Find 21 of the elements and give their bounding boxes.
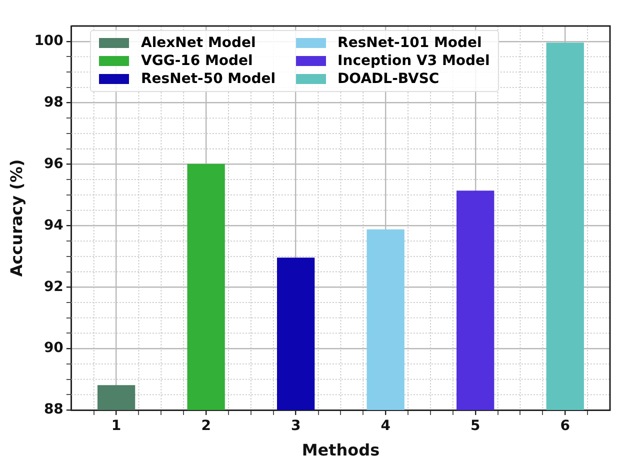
y-tick-label: 98 [44, 94, 64, 110]
x-tick-label: 3 [290, 418, 301, 434]
y-tick-label: 94 [44, 217, 64, 234]
legend-label: AlexNet Model [141, 35, 256, 51]
y-axis-title: Accuracy (%) [6, 159, 26, 277]
x-tick-label: 1 [111, 418, 122, 434]
y-tick-label: 100 [34, 33, 64, 49]
x-tick-label: 4 [380, 418, 391, 434]
x-tick-label: 2 [201, 418, 211, 434]
x-tick-label: 6 [560, 418, 570, 434]
y-tick-label: 88 [44, 402, 64, 418]
y-tick-label: 92 [44, 278, 64, 295]
legend-label: VGG-16 Model [141, 53, 253, 69]
x-axis-title: Methods [302, 440, 380, 460]
legend-label: DOADL-BVSC [338, 71, 440, 87]
x-tick-label: 5 [470, 418, 480, 434]
legend-label: ResNet-50 Model [141, 71, 276, 87]
y-tick-label: 90 [44, 340, 64, 356]
y-tick-label: 96 [44, 156, 64, 172]
legend-label: ResNet-101 Model [338, 35, 482, 51]
legend-label: Inception V3 Model [338, 53, 490, 69]
